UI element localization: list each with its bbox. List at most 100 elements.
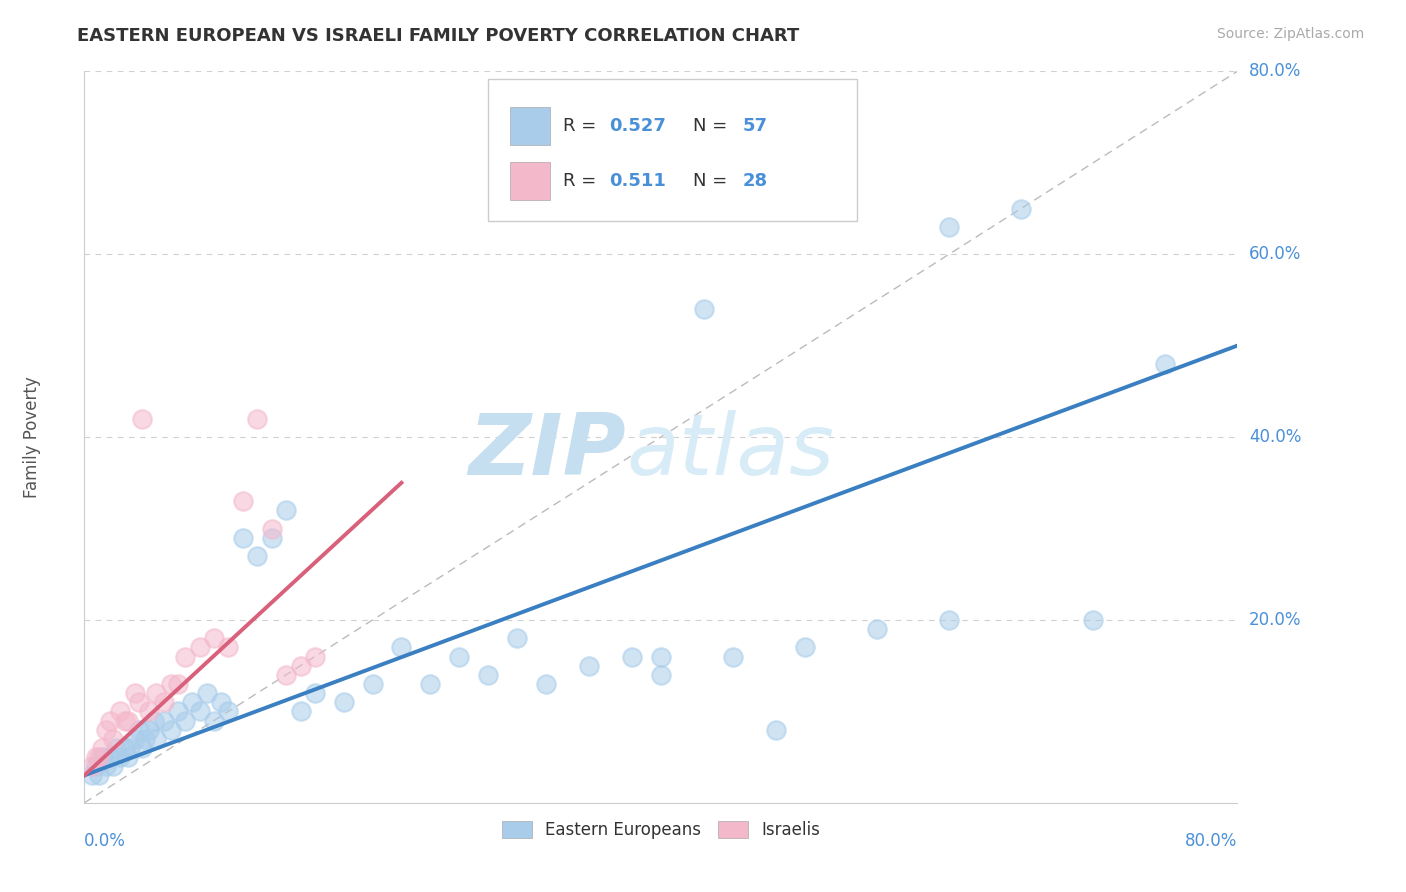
Point xyxy=(232,531,254,545)
Text: 80.0%: 80.0% xyxy=(1185,832,1237,850)
Point xyxy=(246,412,269,426)
Text: 0.527: 0.527 xyxy=(609,117,666,136)
Point xyxy=(105,740,128,755)
Point xyxy=(209,695,232,709)
Point xyxy=(128,723,150,737)
Point xyxy=(276,667,298,681)
Point xyxy=(938,613,960,627)
Text: R =: R = xyxy=(562,172,602,190)
Point xyxy=(218,705,240,719)
Point xyxy=(80,768,103,782)
Point xyxy=(218,640,240,655)
Text: 20.0%: 20.0% xyxy=(1249,611,1302,629)
Point xyxy=(87,750,110,764)
Point xyxy=(290,658,312,673)
Point xyxy=(1154,357,1177,371)
Point xyxy=(188,705,211,719)
Text: R =: R = xyxy=(562,117,602,136)
Point xyxy=(134,731,156,746)
Point xyxy=(693,301,716,317)
Text: 60.0%: 60.0% xyxy=(1249,245,1301,263)
Point xyxy=(246,549,269,563)
Point xyxy=(142,714,165,728)
Text: N =: N = xyxy=(693,117,733,136)
Point xyxy=(290,705,312,719)
Point xyxy=(90,740,112,755)
Point xyxy=(145,686,167,700)
Text: N =: N = xyxy=(693,172,733,190)
Point xyxy=(167,705,190,719)
Point xyxy=(98,750,121,764)
Point xyxy=(650,649,672,664)
Point xyxy=(110,750,132,764)
Point xyxy=(145,731,167,746)
Point xyxy=(84,750,107,764)
Point xyxy=(110,705,132,719)
FancyBboxPatch shape xyxy=(510,107,550,145)
Point xyxy=(1010,202,1032,216)
Point xyxy=(87,768,110,782)
Text: 80.0%: 80.0% xyxy=(1249,62,1301,80)
Point xyxy=(117,714,139,728)
Point xyxy=(419,677,441,691)
Point xyxy=(938,219,960,234)
Point xyxy=(94,723,117,737)
Point xyxy=(174,649,197,664)
Point xyxy=(260,531,283,545)
Point xyxy=(90,750,112,764)
Point xyxy=(621,649,644,664)
Point xyxy=(128,695,150,709)
Text: 0.511: 0.511 xyxy=(609,172,666,190)
Point xyxy=(174,714,197,728)
Point xyxy=(304,649,326,664)
Point xyxy=(114,740,136,755)
Point xyxy=(477,667,499,681)
Text: ZIP: ZIP xyxy=(468,410,626,493)
Point xyxy=(333,695,356,709)
Point xyxy=(84,759,107,773)
Point xyxy=(103,731,124,746)
Text: EASTERN EUROPEAN VS ISRAELI FAMILY POVERTY CORRELATION CHART: EASTERN EUROPEAN VS ISRAELI FAMILY POVER… xyxy=(77,27,800,45)
Point xyxy=(650,667,672,681)
FancyBboxPatch shape xyxy=(510,162,550,200)
Point xyxy=(534,677,557,691)
Point xyxy=(578,658,600,673)
Text: Source: ZipAtlas.com: Source: ZipAtlas.com xyxy=(1216,27,1364,41)
Point xyxy=(361,677,384,691)
Point xyxy=(138,723,160,737)
Point xyxy=(304,686,326,700)
Text: 57: 57 xyxy=(742,117,768,136)
Text: 40.0%: 40.0% xyxy=(1249,428,1301,446)
Point xyxy=(131,740,153,755)
Text: 28: 28 xyxy=(742,172,768,190)
Point xyxy=(131,412,153,426)
Point xyxy=(94,759,117,773)
Point xyxy=(195,686,218,700)
Text: Family Poverty: Family Poverty xyxy=(24,376,42,498)
Point xyxy=(721,649,744,664)
Point xyxy=(152,714,174,728)
Point xyxy=(98,714,121,728)
Text: atlas: atlas xyxy=(626,410,834,493)
Point xyxy=(794,640,817,655)
Point xyxy=(449,649,471,664)
Point xyxy=(103,759,124,773)
Point xyxy=(391,640,413,655)
Point xyxy=(181,695,204,709)
Point xyxy=(167,677,190,691)
Text: 0.0%: 0.0% xyxy=(84,832,127,850)
Point xyxy=(124,731,146,746)
Point xyxy=(160,677,183,691)
Point xyxy=(124,686,146,700)
Point xyxy=(866,622,889,636)
Point xyxy=(188,640,211,655)
Legend: Eastern Europeans, Israelis: Eastern Europeans, Israelis xyxy=(495,814,827,846)
FancyBboxPatch shape xyxy=(488,78,856,221)
Point xyxy=(765,723,787,737)
Point xyxy=(202,632,225,646)
Point xyxy=(276,503,298,517)
Point xyxy=(202,714,225,728)
Point xyxy=(114,714,136,728)
Point xyxy=(160,723,183,737)
Point xyxy=(260,521,283,535)
